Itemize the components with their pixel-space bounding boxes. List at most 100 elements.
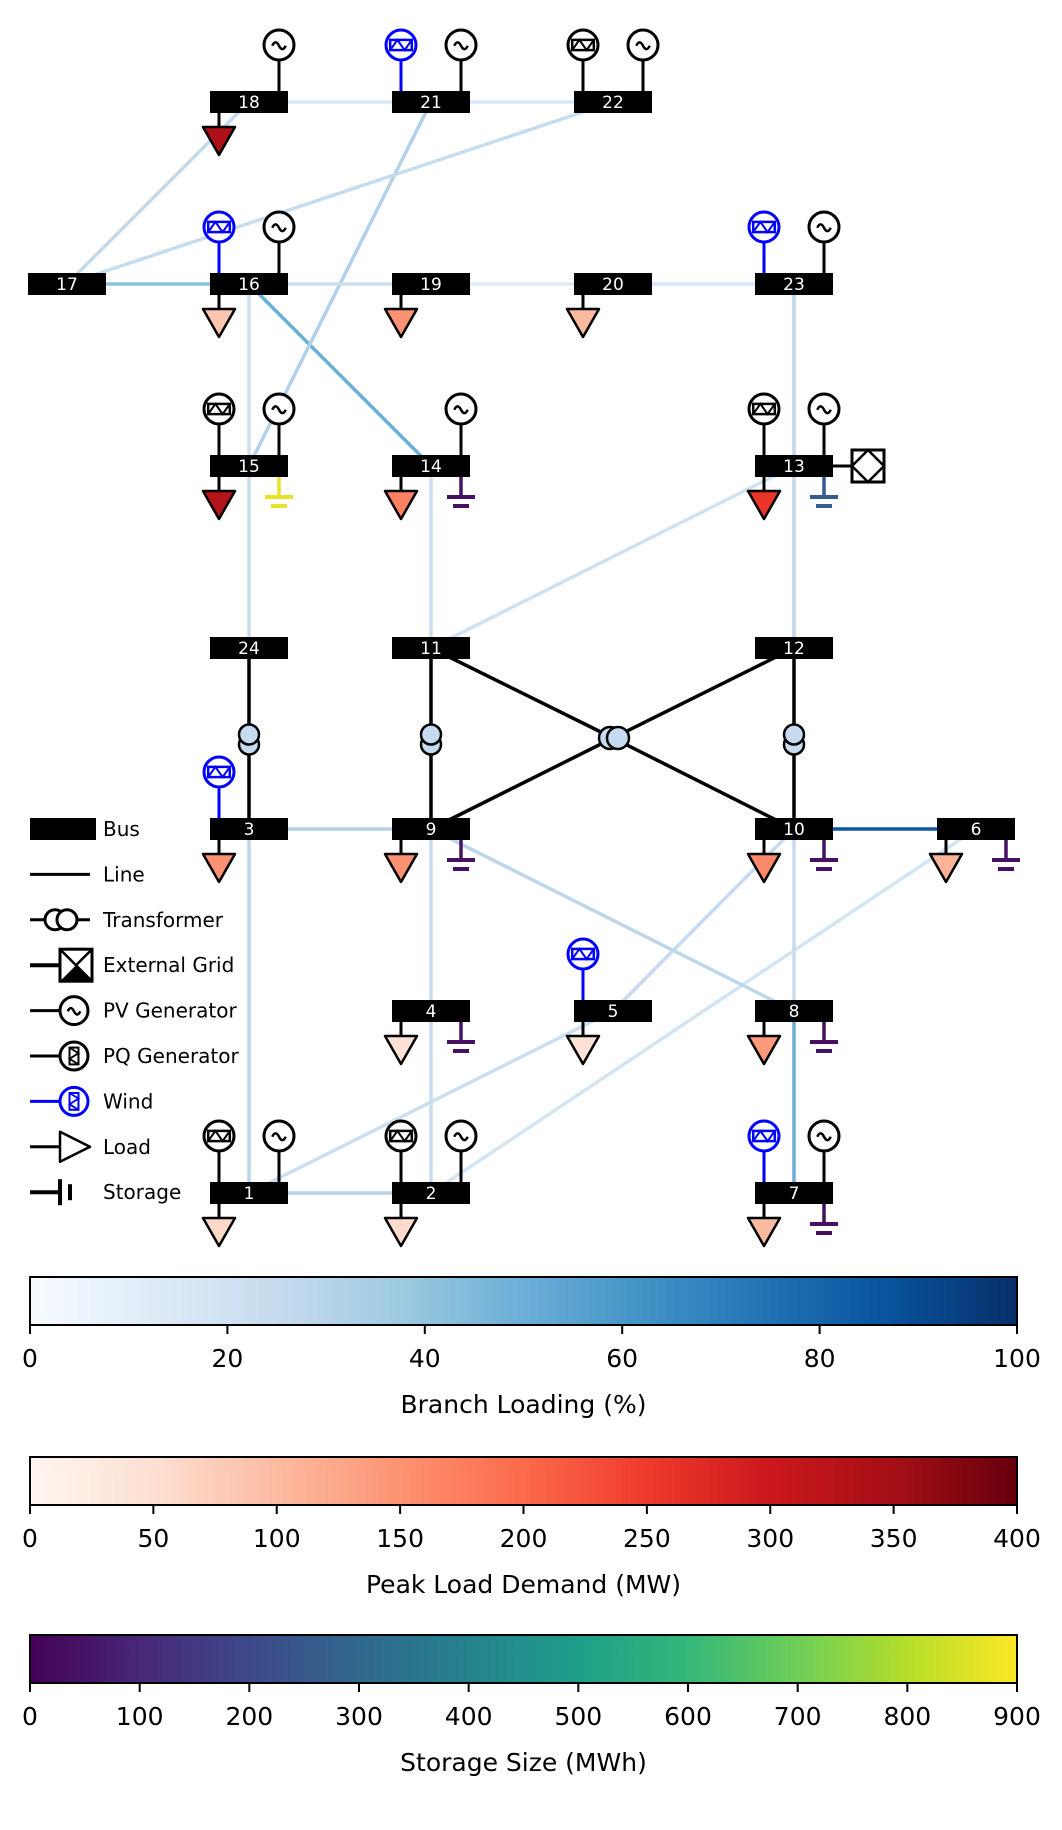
legend-label: Line [103,862,145,886]
storage-icon [810,1022,838,1053]
load-icon [383,295,419,339]
pv-generator-icon [807,1119,841,1153]
pv-generator-icon [807,392,841,426]
colorbar-tick-label: 200 [225,1702,273,1731]
legend-item-wind: Wind [30,1085,153,1117]
legend-item-storage: Storage [30,1179,181,1206]
load-icon [201,113,237,157]
pv-generator-icon [444,28,478,62]
legend-label: External Grid [103,953,234,977]
colorbar-tick-label: 80 [804,1344,836,1373]
pq-generator-icon [202,1119,236,1153]
colorbar-title: Branch Loading (%) [401,1390,647,1419]
colorbar-tick-label: 40 [409,1344,441,1373]
bus-2: 2 [392,1182,470,1204]
legend-label: Storage [103,1180,181,1204]
wind-legend-icon [58,1085,90,1117]
colorbar-tick-label: 500 [554,1702,602,1731]
colorbar-tick-label: 900 [993,1702,1041,1731]
storage-legend-icon [30,1179,72,1206]
bus-21: 21 [392,91,470,113]
colorbar-tick-label: 60 [606,1344,638,1373]
bus-18: 18 [210,91,288,113]
colorbar-tick-label: 0 [22,1702,38,1731]
line-17-22 [66,100,614,286]
bus-label: 17 [56,275,78,295]
load-icon [928,840,964,884]
pv-generator-icon [262,210,296,244]
transformer-legend-icon [30,908,90,932]
bus-label: 1 [244,1184,255,1204]
colorbar-tick-label: 350 [870,1524,918,1553]
storage-icon [447,1022,475,1053]
colorbar-tick-label: 100 [993,1344,1041,1373]
storage-icon [447,840,475,871]
bus-label: 14 [420,457,442,477]
colorbar-tick-label: 400 [993,1524,1041,1553]
legend-label: Transformer [102,908,224,932]
line-8-9 [430,827,795,1013]
legend-item-pv-generator: PV Generator [30,995,237,1027]
bus-label: 5 [608,1002,619,1022]
wind-generator-icon [202,210,236,244]
load-legend-icon [30,1130,92,1164]
pv-generator-icon [807,210,841,244]
colorbar-tick-label: 100 [116,1702,164,1731]
colorbar-title: Storage Size (MWh) [400,1748,647,1777]
bus-3: 3 [210,818,288,840]
load-icon [383,1022,419,1066]
legend-item-transformer: Transformer [30,908,224,932]
bus-label: 6 [971,820,982,840]
bus-label: 2 [426,1184,437,1204]
load-icon [746,1204,782,1248]
bus-label: 15 [238,457,260,477]
transformer-hub-coil-1 [605,725,631,751]
transformer-9-12 [430,646,795,831]
bus-label: 18 [238,93,260,113]
colorbar-tick-label: 400 [445,1702,493,1731]
line-14-16 [247,282,433,468]
legend-label: Wind [103,1089,153,1113]
colorbar-tick-label: 800 [883,1702,931,1731]
bus-label: 13 [783,457,805,477]
pv-generator-icon [262,1119,296,1153]
bus-19: 19 [392,273,470,295]
bus-label: 4 [426,1002,437,1022]
colorbar-tick-label: 600 [664,1702,712,1731]
bus-8: 8 [755,1000,833,1022]
legend-item-load: Load [30,1130,151,1164]
bus-5: 5 [574,1000,652,1022]
bus-22: 22 [574,91,652,113]
colorbar-tick-label: 50 [137,1524,169,1553]
colorbar-tick-label: 300 [746,1524,794,1553]
load-icon [201,1204,237,1248]
bus-attachments [201,28,1020,1248]
transformers [237,646,806,831]
load-icon [565,295,601,339]
storage-icon [810,477,838,508]
line-11-13 [430,464,795,650]
colorbar-tick-label: 300 [335,1702,383,1731]
bus-6: 6 [937,818,1015,840]
load-icon [383,1204,419,1248]
bus-23: 23 [755,273,833,295]
bus-label: 12 [783,639,805,659]
bus-label: 20 [602,275,624,295]
transformer-9-11 [419,648,443,829]
colorbar-tick-label: 700 [774,1702,822,1731]
pq-generator-icon [747,392,781,426]
bus-12: 12 [755,637,833,659]
transformer-10-11 [430,646,795,831]
external-grid-legend-icon [30,947,94,983]
colorbar-storage: 0 100 200 300 400 500 600 700 800 900 Storage Size… [22,1634,1041,1777]
colorbar-title: Peak Load Demand (MW) [366,1570,681,1599]
load-icon [746,840,782,884]
load-icon [746,1022,782,1066]
legend: Bus Line Transformer External Grid PV Genera… [30,817,240,1206]
pv-generator-icon [262,28,296,62]
bus-label: 22 [602,93,624,113]
pv-generator-icon [444,1119,478,1153]
bus-label: 7 [789,1184,800,1204]
legend-label: PV Generator [103,999,237,1023]
